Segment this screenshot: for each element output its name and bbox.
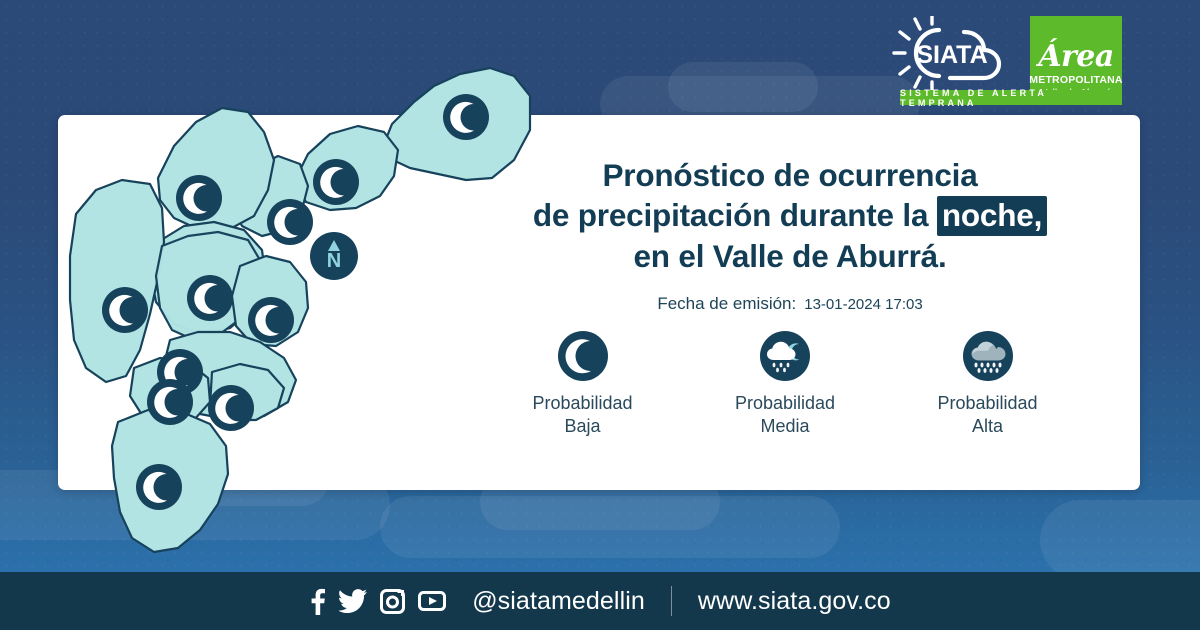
marker-girardota[interactable] [313,159,359,205]
emission-date: Fecha de emisión: 13-01-2024 17:03 [470,294,1110,314]
area-script-text: Área [1038,39,1114,75]
footer-bar: @siatamedellin www.siata.gov.co [0,572,1200,630]
legend-baja-line1: Probabilidad [532,393,633,413]
footer-divider [670,586,672,616]
emission-label: Fecha de emisión: [657,293,797,313]
headline-line-1: Pronóstico de ocurrencia [602,157,978,193]
headline-line-2-text: de precipitación durante la [532,197,929,234]
marker-medellin[interactable] [102,287,148,333]
marker-barbosa[interactable] [443,94,489,140]
siata-logo-mark: SIATA [892,14,1002,92]
moon-icon [557,331,608,381]
probability-legend: Probabilidad Baja Probabilidad Media [495,330,1075,438]
headline-block: Pronóstico de ocurrencia de precipitació… [470,155,1110,314]
siata-wordmark: SIATA [916,41,987,69]
rain-cloud-moon-icon [760,331,810,381]
emission-value: 13-01-2024 17:03 [804,295,923,313]
legend-item-baja[interactable]: Probabilidad Baja [495,330,670,438]
instagram-icon[interactable] [380,588,406,614]
area-line-metropolitana: METROPOLITANA [1029,74,1123,87]
facebook-icon[interactable] [309,588,326,615]
twitter-icon[interactable] [339,589,368,613]
legend-item-media[interactable]: Probabilidad Media [698,330,873,438]
legend-alta-line1: Probabilidad [937,393,1038,413]
legend-media-line1: Probabilidad [734,393,836,413]
legend-media-line2: Media [760,416,810,437]
legend-item-alta[interactable]: Probabilidad Alta [900,330,1075,438]
municipality-medellin [68,178,166,384]
valle-de-aburra-map: N [62,50,532,570]
siata-logo: SIATA [892,14,1020,92]
marker-copacabana[interactable] [267,199,313,245]
headline-highlight: noche, [936,196,1048,237]
legend-alta-line2: Alta [971,416,1003,437]
social-icon-group [309,588,447,615]
headline-line-3: en el Valle de Aburrá. [633,237,947,274]
compass-rose: N [310,232,358,280]
marker-bello[interactable] [187,275,233,321]
headline-line-2: de precipitación durante la noche, [470,195,1110,237]
youtube-icon[interactable] [418,591,447,611]
legend-label-media: Probabilidad Media [735,392,835,438]
legend-label-alta: Probabilidad Alta [937,392,1037,438]
legend-baja-line2: Baja [564,416,601,437]
marker-la-estrella[interactable] [147,379,193,425]
background-cloud [668,62,818,112]
siata-tagline: SISTEMA DE ALERTA TEMPRANA [900,88,1122,108]
legend-label-baja: Probabilidad Baja [532,392,632,438]
marker-sabaneta[interactable] [208,385,254,431]
social-handle[interactable]: @siatamedellin [472,586,645,615]
website-url[interactable]: www.siata.gov.co [697,586,891,615]
heavy-rain-cloud-icon [962,331,1013,381]
marker-itagui[interactable] [248,297,294,343]
compass-north-label: N [327,250,341,272]
marker-caldas[interactable] [136,464,182,510]
background-cloud [1040,500,1200,580]
marker-san-pedro[interactable] [176,175,222,221]
page-title: Pronóstico de ocurrencia de precipitació… [470,155,1110,276]
